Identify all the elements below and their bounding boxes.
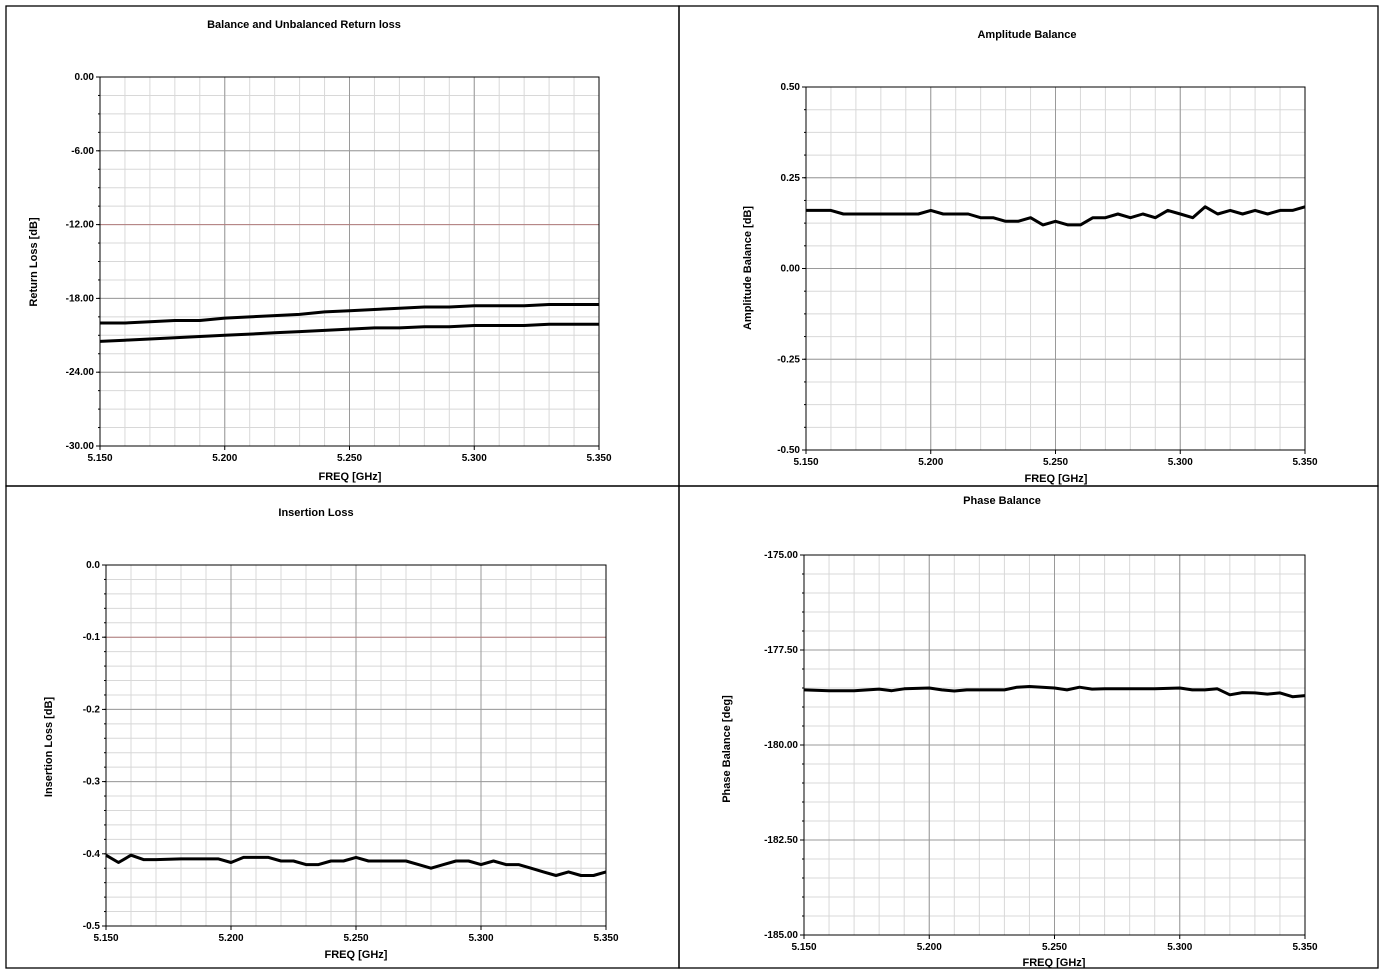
chart-title: Insertion Loss [278, 507, 353, 519]
y-tick-label: -24.00 [66, 367, 95, 378]
plot-frame [803, 554, 1306, 936]
x-tick-label: 5.350 [586, 453, 611, 464]
x-tick-label: 5.350 [593, 933, 618, 944]
x-axis-label: FREQ [GHz] [325, 949, 388, 961]
y-tick-label: -175.00 [764, 550, 798, 561]
x-tick-label: 5.350 [1292, 942, 1317, 953]
insertion-loss-chart: Insertion Loss FREQ [GHz] Insertion Loss… [43, 507, 619, 961]
y-axis-label: Return Loss [dB] [28, 217, 40, 307]
y-tick-label: 0.00 [75, 72, 95, 83]
return-loss-chart: Balance and Unbalanced Return loss FREQ … [28, 19, 612, 483]
y-tick-label: 0.50 [781, 82, 801, 93]
x-axis-label: FREQ [GHz] [319, 471, 382, 483]
plot-area: 5.150 5.200 5.250 5.300 5.350 0.50 0.25 0.00 -0.… [777, 82, 1318, 468]
chart-title: Phase Balance [963, 495, 1041, 507]
x-tick-label: 5.300 [1168, 457, 1193, 468]
series-line-1 [105, 853, 607, 877]
y-tick-label: -180.00 [764, 740, 798, 751]
phase-balance-chart: Phase Balance FREQ [GHz] Phase Balance [… [721, 495, 1318, 969]
y-tick-label: -0.25 [777, 354, 800, 365]
y-tick-label: -0.50 [777, 445, 800, 456]
series-line-2 [99, 322, 599, 343]
x-tick-label: 5.200 [212, 453, 237, 464]
chart-title: Balance and Unbalanced Return loss [207, 19, 401, 31]
plot-area: 5.150 5.200 5.250 5.300 5.350 0.0 -0.1 -0.2 -0.3… [83, 560, 619, 944]
x-axis-label: FREQ [GHz] [1023, 957, 1086, 969]
y-tick-label: -12.00 [66, 220, 95, 231]
series-line-1 [806, 205, 1306, 227]
y-tick-label: -0.5 [83, 921, 101, 932]
amplitude-balance-chart: Amplitude Balance FREQ [GHz] Amplitude B… [742, 29, 1318, 485]
series-line-1 [100, 303, 599, 325]
y-tick-label: -177.50 [764, 645, 798, 656]
x-tick-label: 5.200 [918, 457, 943, 468]
y-tick-label: -0.1 [83, 632, 101, 643]
y-tick-label: -0.4 [83, 849, 101, 860]
x-tick-label: 5.150 [791, 942, 816, 953]
x-tick-label: 5.150 [793, 457, 818, 468]
y-axis-label: Insertion Loss [dB] [43, 697, 55, 798]
x-tick-label: 5.350 [1292, 457, 1317, 468]
y-tick-label: -182.50 [764, 835, 798, 846]
x-tick-label: 5.300 [468, 933, 493, 944]
y-tick-label: -0.2 [83, 704, 101, 715]
plot-frame [105, 564, 607, 927]
y-tick-label: 0.0 [86, 560, 100, 571]
y-axis-label: Amplitude Balance [dB] [742, 206, 754, 330]
x-tick-label: 5.250 [1042, 942, 1067, 953]
x-tick-label: 5.250 [337, 453, 362, 464]
plot-frame [805, 86, 1306, 451]
chart-title: Amplitude Balance [977, 29, 1076, 41]
y-tick-label: -185.00 [764, 930, 798, 941]
x-tick-label: 5.250 [1043, 457, 1068, 468]
panel-border-phase-balance [678, 485, 1379, 969]
plot-area: 5.150 5.200 5.250 5.300 5.350 0.00 -6.00 -12.00… [66, 72, 612, 464]
x-axis-label: FREQ [GHz] [1025, 473, 1088, 485]
x-tick-label: 5.300 [1167, 942, 1192, 953]
plot-frame [99, 76, 600, 447]
x-tick-label: 5.200 [218, 933, 243, 944]
x-tick-label: 5.150 [93, 933, 118, 944]
y-tick-label: 0.25 [781, 173, 801, 184]
x-tick-label: 5.300 [462, 453, 487, 464]
x-tick-label: 5.250 [343, 933, 368, 944]
series-line-1 [803, 685, 1306, 699]
y-tick-label: -30.00 [66, 441, 95, 452]
plot-area: 5.150 5.200 5.250 5.300 5.350 -175.00 -177.50 -… [764, 550, 1318, 953]
y-tick-label: -18.00 [66, 293, 95, 304]
y-tick-label: 0.00 [781, 264, 801, 275]
x-tick-label: 5.150 [87, 453, 112, 464]
y-tick-label: -0.3 [83, 777, 101, 788]
y-axis-label: Phase Balance [deg] [721, 695, 733, 803]
x-tick-label: 5.200 [917, 942, 942, 953]
y-tick-label: -6.00 [71, 146, 94, 157]
